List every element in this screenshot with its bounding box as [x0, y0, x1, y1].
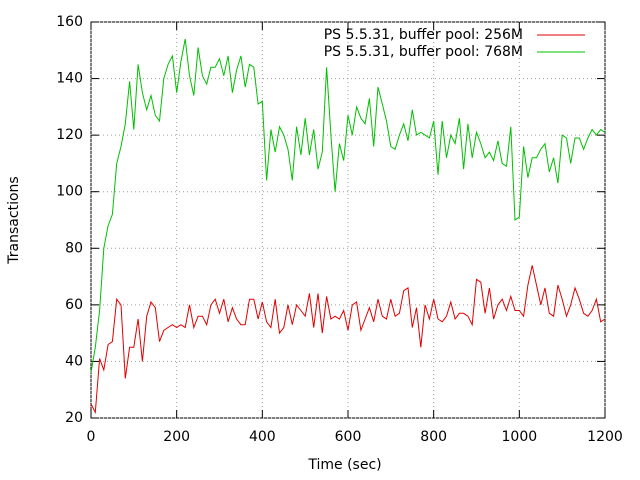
- x-tick-label: 200: [163, 429, 190, 445]
- y-tick-label: 160: [56, 14, 83, 30]
- legend-label: PS 5.5.31, buffer pool: 768M: [324, 44, 523, 60]
- x-tick-label: 1200: [587, 429, 623, 445]
- y-tick-label: 40: [65, 353, 83, 369]
- x-tick-label: 600: [335, 429, 362, 445]
- y-tick-label: 120: [56, 127, 83, 143]
- x-tick-label: 1000: [502, 429, 538, 445]
- legend-label: PS 5.5.31, buffer pool: 256M: [324, 27, 523, 43]
- y-tick-label: 60: [65, 297, 83, 313]
- y-axis-label: Transactions: [6, 176, 22, 264]
- y-tick-label: 80: [65, 240, 83, 256]
- x-axis-label: Time (sec): [307, 457, 381, 473]
- series-line: [90, 38, 606, 373]
- x-tick-label: 800: [420, 429, 447, 445]
- y-tick-label: 140: [56, 71, 83, 87]
- x-tick-label: 0: [87, 429, 96, 445]
- x-tick-label: 400: [249, 429, 276, 445]
- y-tick-label: 20: [65, 410, 83, 426]
- y-tick-label: 100: [56, 184, 83, 200]
- series-line: [90, 265, 606, 415]
